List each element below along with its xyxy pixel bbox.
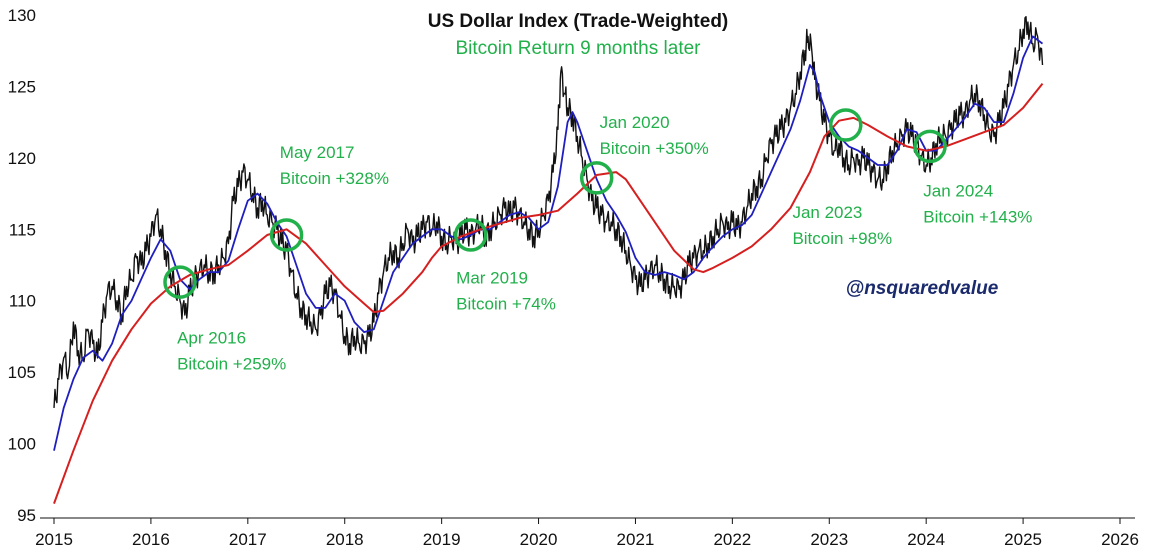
y-tick-label: 130 xyxy=(8,6,36,25)
highlight-circles xyxy=(163,108,947,299)
highlight-circle xyxy=(913,129,947,164)
x-tick-label: 2021 xyxy=(617,530,655,549)
series-line-fast-average xyxy=(53,35,1044,451)
series-lines xyxy=(53,16,1044,504)
x-tick-label: 2024 xyxy=(907,530,945,549)
x-tick-label: 2018 xyxy=(326,530,364,549)
highlight-circle xyxy=(579,161,614,195)
highlight-circle xyxy=(828,108,863,142)
y-tick-label: 125 xyxy=(8,77,36,96)
y-tick-label: 110 xyxy=(9,292,36,311)
plot-area xyxy=(53,16,1044,504)
annotation-label: Bitcoin +98% xyxy=(792,229,892,248)
series-line-slow-average xyxy=(53,82,1044,504)
chart-title: US Dollar Index (Trade-Weighted) xyxy=(428,11,729,32)
x-tick-label: 2017 xyxy=(229,530,267,549)
y-tick-label: 120 xyxy=(8,149,36,168)
annotation-label: Jan 2023 xyxy=(792,203,862,222)
annotation-label: Mar 2019 xyxy=(456,269,528,288)
highlight-circle xyxy=(453,218,488,252)
annotation-label: Jan 2024 xyxy=(923,181,993,200)
annotation-label: Bitcoin +143% xyxy=(923,207,1032,226)
y-tick-label: 115 xyxy=(9,220,36,239)
chart-subtitle: Bitcoin Return 9 months later xyxy=(455,38,701,59)
x-tick-label: 2020 xyxy=(520,530,558,549)
x-tick-label: 2023 xyxy=(810,530,848,549)
x-tick-label: 2015 xyxy=(35,530,73,549)
annotation-labels: Apr 2016 Bitcoin +259% May 2017 Bitcoin +32… xyxy=(177,113,1032,374)
watermark: @nsquaredvalue xyxy=(846,278,999,299)
x-tick-label: 2019 xyxy=(423,530,461,549)
y-tick-label: 105 xyxy=(8,363,36,382)
highlight-circle xyxy=(163,265,197,299)
highlight-circle xyxy=(269,218,304,252)
annotation-label: May 2017 xyxy=(280,143,355,162)
x-axis-ticks: 2015 2016 2017 2018 2019 2020 2021 2022 2023 2024… xyxy=(35,518,1139,549)
y-axis-ticks: 95 100 105 110 115 120 125 130 xyxy=(8,6,36,525)
x-tick-label: 2025 xyxy=(1004,530,1042,549)
y-tick-label: 100 xyxy=(8,435,36,454)
annotation-label: Bitcoin +259% xyxy=(177,355,286,374)
annotation-label: Jan 2020 xyxy=(600,113,670,132)
x-tick-label: 2022 xyxy=(713,530,751,549)
x-tick-label: 2026 xyxy=(1101,530,1139,549)
annotation-label: Bitcoin +74% xyxy=(456,295,556,314)
annotation-label: Apr 2016 xyxy=(177,329,246,348)
y-tick-label: 95 xyxy=(17,506,36,525)
x-tick-label: 2016 xyxy=(132,530,170,549)
annotation-label: Bitcoin +350% xyxy=(600,139,709,158)
annotation-label: Bitcoin +328% xyxy=(280,169,389,188)
